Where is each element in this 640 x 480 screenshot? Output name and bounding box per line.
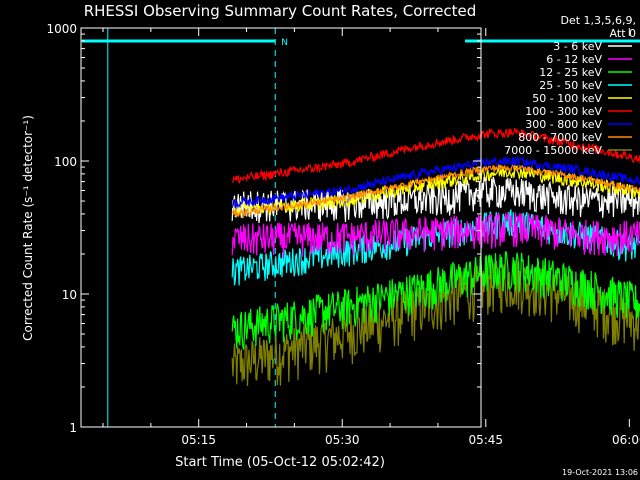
legend-entry-label: 7000 - 15000 keV xyxy=(504,144,602,157)
y-tick-label: 1 xyxy=(69,421,77,435)
plot-frame xyxy=(80,27,482,428)
y-tick-label: 100 xyxy=(54,155,77,169)
y-axis-label: Corrected Count Rate (s⁻¹ detector⁻¹) xyxy=(21,115,35,341)
chart-title: RHESSI Observing Summary Count Rates, Co… xyxy=(84,2,477,20)
x-tick-label: 05:15 xyxy=(181,433,216,447)
legend-entry-label: 3 - 6 keV xyxy=(553,40,602,53)
x-tick-label: 05:30 xyxy=(325,433,360,447)
x-tick-label: 05:45 xyxy=(468,433,503,447)
series-line-100-300-kev xyxy=(232,127,640,185)
legend-header: Att 0 xyxy=(610,27,636,40)
series-line-7000-15000-kev xyxy=(231,260,640,387)
legend-entry-label: 300 - 800 keV xyxy=(525,118,602,131)
footer-timestamp: 19-Oct-2021 13:06 xyxy=(562,468,638,477)
series-line-12-25-kev xyxy=(231,251,640,350)
y-tick-label: 1000 xyxy=(46,22,77,36)
legend-entry-label: 6 - 12 keV xyxy=(546,53,602,66)
legend-entry-label: 50 - 100 keV xyxy=(532,92,602,105)
series-line-300-800-kev xyxy=(231,154,640,209)
y-tick-label: 10 xyxy=(62,288,77,302)
legend-header: Det 1,3,5,6,9, xyxy=(560,14,636,27)
x-axis-label: Start Time (05-Oct-12 05:02:42) xyxy=(175,455,385,470)
x-tick-label: 06:00 xyxy=(612,433,640,447)
legend-entry-label: 12 - 25 keV xyxy=(539,66,602,79)
plot-area: N xyxy=(82,28,640,427)
series-line-6-12-kev xyxy=(231,211,640,259)
series-line-50-100-kev xyxy=(231,164,640,219)
legend-entry-label: 100 - 300 keV xyxy=(525,105,602,118)
legend-entry-label: 800 - 7000 keV xyxy=(518,131,602,144)
night-label: N xyxy=(281,38,288,48)
legend-entry-label: 25 - 50 keV xyxy=(539,79,602,92)
series-line-800-7000-kev xyxy=(231,161,640,219)
